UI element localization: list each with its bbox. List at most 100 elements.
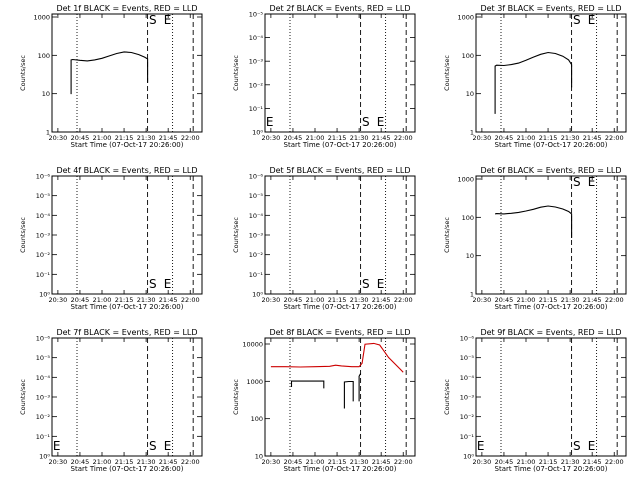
y-tick-label: 10⁻⁴ (249, 212, 264, 220)
x-tick-label: 20:30 (262, 296, 281, 304)
x-tick-label: 21:30 (350, 134, 369, 142)
series-line-3 (343, 380, 354, 409)
x-tick-label: 21:15 (328, 296, 347, 304)
x-tick-label: 21:45 (583, 458, 602, 466)
y-tick-label: 1 (470, 129, 474, 137)
y-tick-label: 1 (46, 129, 50, 137)
y-tick-label: 10000 (242, 341, 263, 349)
y-tick-label: 10⁻⁶ (36, 335, 51, 343)
x-tick-label: 21:45 (583, 134, 602, 142)
y-tick-label: 10⁰ (39, 453, 50, 461)
chart-title: Det 8f BLACK = Events, RED = LLD (269, 328, 410, 337)
y-tick-label: 10⁻² (36, 413, 51, 421)
y-tick-label: 10⁻³ (36, 394, 51, 402)
x-tick-label: 21:15 (539, 296, 558, 304)
y-tick-label: 10⁻¹ (460, 433, 475, 441)
chart-title: Det 9f BLACK = Events, RED = LLD (480, 328, 621, 337)
y-tick-label: 10⁻⁵ (36, 354, 51, 362)
y-tick-label: 10 (255, 453, 263, 461)
y-tick-label: 10⁻³ (36, 232, 51, 240)
x-tick-label: 20:45 (495, 296, 514, 304)
marker-e: E (588, 439, 596, 453)
x-axis-label: Start Time (07-Oct-17 20:26:00) (71, 303, 184, 311)
y-axis-label: Counts/sec (443, 379, 451, 415)
x-tick-label: 21:45 (159, 134, 178, 142)
y-tick-label: 1000 (246, 378, 263, 386)
marker-e: E (477, 439, 485, 453)
y-tick-label: 10⁻³ (249, 58, 264, 66)
x-axis-label: Start Time (07-Oct-17 20:26:00) (284, 465, 397, 473)
y-tick-label: 10⁻¹ (36, 271, 51, 279)
plot-frame (51, 13, 203, 133)
y-tick-label: 10⁻³ (249, 232, 264, 240)
y-tick-label: 10 (466, 252, 474, 260)
x-tick-label: 21:00 (93, 134, 112, 142)
y-tick-label: 1 (470, 291, 474, 299)
y-tick-label: 10⁰ (39, 291, 50, 299)
x-tick-label: 21:30 (561, 296, 580, 304)
x-tick-label: 21:45 (159, 458, 178, 466)
plot-frame (264, 337, 416, 457)
x-tick-label: 20:45 (284, 134, 303, 142)
x-axis-label: Start Time (07-Oct-17 20:26:00) (495, 465, 608, 473)
x-tick-label: 21:45 (372, 134, 391, 142)
plot-frame (264, 175, 416, 295)
y-axis-label: Counts/sec (443, 217, 451, 253)
x-tick-label: 21:15 (328, 458, 347, 466)
x-tick-label: 21:30 (137, 134, 156, 142)
x-tick-label: 21:00 (517, 296, 536, 304)
plot-frame (51, 337, 203, 457)
chart-title: Det 6f BLACK = Events, RED = LLD (480, 166, 621, 175)
x-tick-label: 21:15 (539, 134, 558, 142)
x-tick-label: 21:15 (115, 296, 134, 304)
x-tick-label: 21:30 (350, 458, 369, 466)
x-tick-label: 22:00 (605, 458, 624, 466)
y-tick-label: 10⁻³ (460, 394, 475, 402)
x-tick-label: 21:00 (306, 134, 325, 142)
y-tick-label: 10⁻⁴ (249, 34, 264, 42)
x-axis-label: Start Time (07-Oct-17 20:26:00) (495, 141, 608, 149)
x-tick-label: 20:30 (473, 458, 492, 466)
x-tick-label: 21:00 (306, 458, 325, 466)
x-tick-label: 22:00 (394, 134, 413, 142)
marker-e: E (377, 277, 385, 291)
chart-panel-7: Det 7f BLACK = Events, RED = LLD 20:30 20:… (19, 328, 203, 473)
y-tick-label: 10⁻¹ (249, 105, 264, 113)
y-tick-label: 100 (462, 214, 474, 222)
x-tick-label: 20:30 (262, 458, 281, 466)
y-tick-label: 10⁻⁴ (36, 374, 51, 382)
marker-s: S (573, 439, 581, 453)
x-tick-label: 21:00 (93, 296, 112, 304)
x-tick-label: 22:00 (394, 458, 413, 466)
series-line-1 (494, 51, 573, 114)
chart-panel-5: Det 5f BLACK = Events, RED = LLD 20:30 20:… (232, 166, 416, 311)
marker-e: E (588, 175, 596, 189)
x-tick-label: 21:00 (93, 458, 112, 466)
y-axis-label: Counts/sec (19, 55, 27, 91)
marker-e: E (164, 13, 172, 27)
x-tick-label: 20:30 (49, 296, 68, 304)
y-tick-label: 10⁻⁵ (36, 192, 51, 200)
y-tick-label: 1000 (33, 14, 50, 22)
y-tick-label: 10⁻⁶ (36, 173, 51, 181)
y-axis-label: Counts/sec (232, 379, 240, 415)
y-tick-label: 10 (42, 90, 50, 98)
chart-panel-2: Det 2f BLACK = Events, RED = LLD 20:30 20:… (232, 4, 416, 149)
y-axis-label: Counts/sec (19, 379, 27, 415)
y-tick-label: 10⁻² (249, 81, 264, 89)
chart-title: Det 7f BLACK = Events, RED = LLD (56, 328, 197, 337)
x-tick-label: 21:15 (115, 134, 134, 142)
chart-panel-8: Det 8f BLACK = Events, RED = LLD 20:30 20:… (232, 328, 416, 473)
plot-frame (264, 13, 416, 133)
y-tick-label: 10⁻⁵ (249, 192, 264, 200)
marker-e: E (266, 115, 274, 129)
x-tick-label: 22:00 (181, 134, 200, 142)
y-tick-label: 10 (466, 90, 474, 98)
x-tick-label: 21:30 (137, 296, 156, 304)
x-tick-label: 20:30 (473, 134, 492, 142)
chart-title: Det 4f BLACK = Events, RED = LLD (56, 166, 197, 175)
marker-e: E (588, 13, 596, 27)
marker-e: E (164, 439, 172, 453)
marker-s: S (149, 13, 157, 27)
